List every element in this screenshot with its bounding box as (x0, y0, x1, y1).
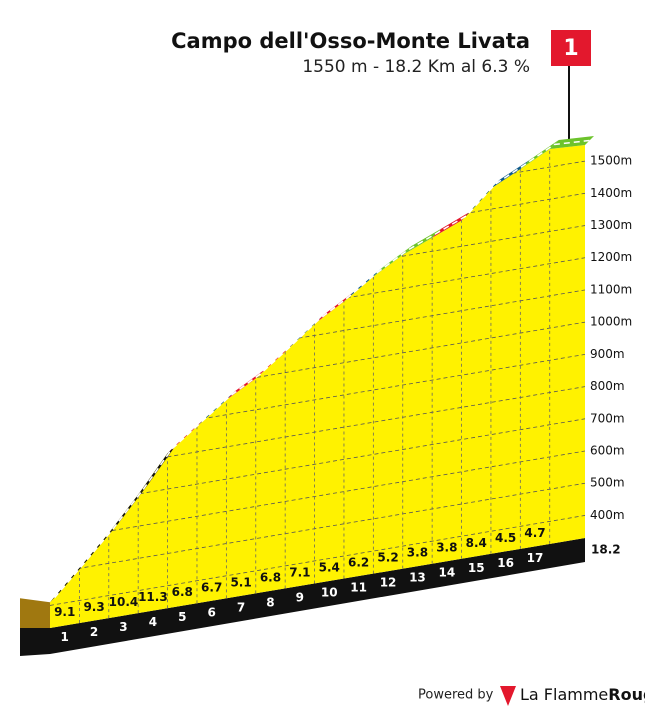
logo (500, 686, 516, 706)
footer-brand: La FlammeRouge (520, 685, 645, 704)
km-label: 17 (527, 551, 544, 565)
y-tick-label: 500m (590, 476, 625, 490)
chart-title: Campo dell'Osso-Monte Livata (171, 29, 530, 53)
km-label: 6 (207, 605, 215, 619)
gradient-label: 5.1 (230, 575, 251, 589)
flag (551, 30, 591, 66)
y-tick-label: 600m (590, 444, 625, 458)
km-label: 10 (321, 586, 338, 600)
footer-powered: Powered by (418, 688, 494, 703)
gradient-label: 6.8 (172, 585, 193, 599)
gradient-label: 4.5 (495, 531, 516, 545)
km-label: 14 (438, 566, 455, 580)
side-face-dark (20, 628, 50, 656)
y-tick-label: 400m (590, 508, 625, 522)
y-tick-label: 1000m (590, 315, 632, 329)
road-center (53, 139, 590, 599)
chart-subtitle: 1550 m - 18.2 Km al 6.3 % (302, 57, 530, 77)
km-label: 3 (119, 620, 127, 634)
y-tick-label: 1400m (590, 186, 632, 200)
road-segment (432, 211, 471, 238)
gradient-label: 5.2 (377, 551, 398, 565)
road-segment (549, 136, 594, 150)
km-label: 2 (90, 625, 98, 639)
km-label: 5 (178, 610, 186, 624)
side-face (20, 598, 50, 628)
km-label: 7 (237, 600, 245, 614)
gradient-label: 11.3 (138, 590, 168, 604)
brand: La Flamme (520, 685, 608, 704)
distance-band (50, 538, 585, 654)
km-label: 9 (296, 590, 304, 604)
km-label: 4 (149, 615, 157, 629)
y-tick-label: 1500m (590, 154, 632, 168)
total-distance: 18.2 (591, 543, 621, 557)
y-tick-label: 1200m (590, 250, 632, 264)
km-label: 13 (409, 571, 426, 585)
y-tick-label: 1100m (590, 282, 632, 296)
y-tick-label: 800m (590, 379, 625, 393)
y-tick-label: 1300m (590, 218, 632, 232)
km-label: 15 (468, 561, 485, 575)
y-tick-label: 900m (590, 347, 625, 361)
gradient-label: 3.8 (407, 546, 428, 560)
y-tick-label: 700m (590, 411, 625, 425)
km-label: 16 (497, 556, 514, 570)
gradient-label: 6.2 (348, 556, 369, 570)
brand-bold: Rouge (608, 685, 645, 704)
gradient-label: 3.8 (436, 541, 457, 555)
km-label: 8 (266, 595, 274, 609)
plot: 9.1 1 9.3 2 10.4 3 11.3 4 6.8 5 6.7 6 5.1 7 6.8 8 7.1 9 5.… (20, 136, 632, 656)
km-label: 12 (380, 576, 397, 590)
gradient-label: 6.8 (260, 570, 281, 584)
flag-label: 1 (563, 36, 578, 61)
profile-fill (50, 145, 585, 628)
gradient-label: 9.3 (83, 600, 104, 614)
gradient-label: 9.1 (54, 605, 75, 619)
gradient-label: 5.4 (319, 561, 340, 575)
km-label: 1 (61, 630, 69, 644)
gradient-label: 4.7 (524, 526, 545, 540)
km-label: 11 (350, 581, 367, 595)
gradient-label: 10.4 (109, 595, 139, 609)
gradient-label: 6.7 (201, 580, 222, 594)
gradient-label: 7.1 (289, 565, 310, 579)
gradient-label: 8.4 (466, 536, 487, 550)
